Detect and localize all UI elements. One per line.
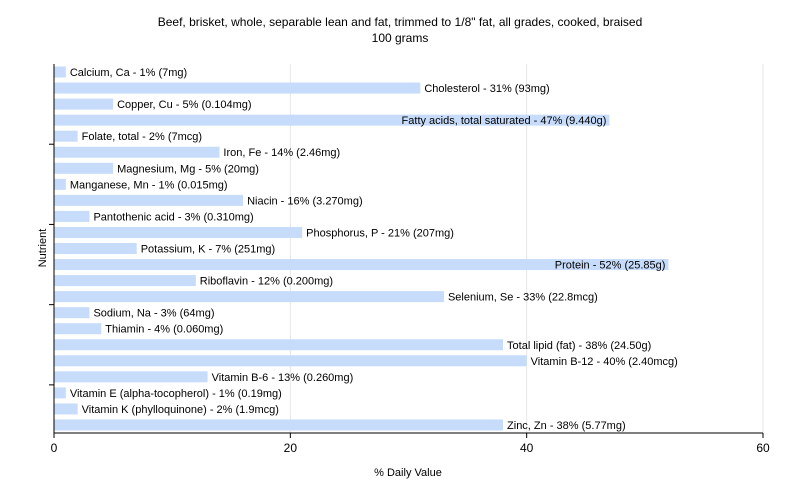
bar [54, 259, 669, 271]
bar [54, 162, 114, 174]
bar [54, 178, 66, 190]
x-tick-label: 20 [284, 441, 298, 455]
bar [54, 130, 78, 142]
x-tick-label: 60 [756, 441, 770, 455]
bar-label: Copper, Cu - 5% (0.104mg) [117, 99, 252, 111]
chart-title: Beef, brisket, whole, separable lean and… [0, 14, 800, 46]
bar-label: Folate, total - 2% (7mcg) [82, 131, 202, 143]
bar-label: Magnesium, Mg - 5% (20mg) [117, 163, 259, 175]
bar [54, 339, 504, 351]
bar-label: Vitamin B-12 - 40% (2.40mcg) [531, 356, 678, 368]
bar [54, 82, 421, 94]
bar-label: Pantothenic acid - 3% (0.310mg) [93, 211, 253, 223]
bar [54, 210, 90, 222]
bar-label: Potassium, K - 7% (251mg) [141, 244, 276, 256]
bar-label: Zinc, Zn - 38% (5.77mg) [507, 420, 626, 432]
x-axis-title: % Daily Value [374, 467, 442, 479]
bar-label: Vitamin B-6 - 13% (0.260mg) [212, 372, 354, 384]
bar-label: Thiamin - 4% (0.060mg) [105, 324, 223, 336]
bar [54, 275, 196, 287]
x-tick-label: 0 [51, 441, 58, 455]
bar [54, 114, 610, 126]
bar-label: Vitamin E (alpha-tocopherol) - 1% (0.19m… [70, 388, 282, 400]
bar-label: Total lipid (fat) - 38% (24.50g) [507, 340, 651, 352]
bar [54, 226, 303, 238]
bar-label: Vitamin K (phylloquinone) - 2% (1.9mcg) [82, 404, 279, 416]
chart-title-line2: 100 grams [371, 31, 429, 45]
bar [54, 291, 444, 303]
bar-label: Sodium, Na - 3% (64mg) [93, 308, 214, 320]
bar [54, 194, 244, 206]
bar [54, 307, 90, 319]
bar-label: Phosphorus, P - 21% (207mg) [306, 227, 454, 239]
bar-label: Manganese, Mn - 1% (0.015mg) [70, 179, 228, 191]
bar [54, 243, 137, 254]
bar-label: Cholesterol - 31% (93mg) [424, 83, 549, 95]
bar-label: Riboflavin - 12% (0.200mg) [200, 276, 333, 288]
bars-group: Calcium, Ca - 1% (7mg) Cholesterol - 31% … [54, 66, 678, 432]
bar [54, 323, 102, 335]
bar [54, 403, 78, 415]
x-tick-label: 40 [520, 441, 534, 455]
bar [54, 66, 66, 78]
axes-group: 0 20 40 60 [49, 64, 770, 455]
bar [54, 98, 114, 110]
bar-label: Niacin - 16% (3.270mg) [247, 195, 363, 207]
bar [54, 371, 208, 383]
chart-title-line1: Beef, brisket, whole, separable lean and… [157, 15, 643, 29]
bar-label: Iron, Fe - 14% (2.46mg) [223, 147, 340, 159]
bar [54, 419, 504, 431]
bar [54, 146, 220, 158]
bar-label: Selenium, Se - 33% (22.8mcg) [448, 292, 598, 304]
bar [54, 355, 527, 367]
y-axis-title: Nutrient [37, 229, 49, 268]
bar-label: Calcium, Ca - 1% (7mg) [70, 67, 187, 79]
bar-label: Protein - 52% (25.85g) [555, 260, 666, 272]
bar [54, 387, 66, 399]
bar-label: Fatty acids, total saturated - 47% (9.44… [402, 115, 607, 127]
